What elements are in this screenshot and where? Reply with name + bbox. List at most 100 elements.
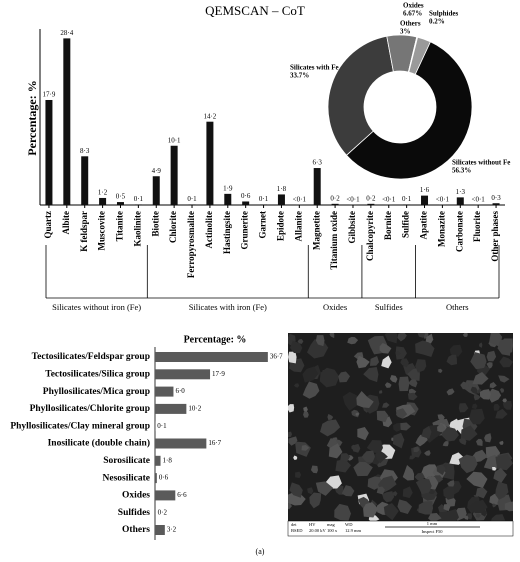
grain	[439, 509, 459, 521]
bar	[81, 156, 89, 205]
grain	[355, 412, 359, 416]
chart-title: QEMSCAN – CoT	[205, 3, 305, 18]
value-label: 1·2	[98, 189, 108, 197]
value-label: 0·6	[241, 192, 251, 200]
grain	[413, 446, 420, 453]
value-label: <0·1	[436, 195, 450, 203]
grain	[301, 444, 310, 451]
grain	[288, 404, 295, 413]
value-label: 0·6	[159, 474, 169, 482]
grain	[446, 354, 458, 366]
donut-value: 6.67%	[403, 10, 422, 18]
y-tick-label: Tectosilicates/Silica group	[45, 369, 150, 379]
grain	[418, 501, 434, 515]
grain	[392, 491, 398, 497]
bar	[134, 204, 142, 205]
bar	[224, 193, 232, 205]
grain	[297, 339, 304, 344]
x-tick-label: Other phases	[490, 211, 500, 262]
grain	[499, 356, 513, 368]
bar	[155, 455, 161, 466]
grain	[489, 381, 497, 389]
grain	[478, 342, 483, 348]
bar	[403, 204, 411, 205]
grain	[407, 392, 418, 401]
bar	[492, 203, 500, 205]
grain	[436, 464, 446, 476]
grain	[356, 355, 370, 369]
grain	[381, 355, 392, 369]
x-tick-label: Titanite	[115, 211, 125, 241]
grain	[319, 367, 340, 388]
y-tick-label: Tectosilicates/Feldspar group	[32, 352, 150, 362]
x-tick-label: Bornite	[383, 211, 393, 240]
grain	[466, 499, 488, 514]
grain	[460, 425, 478, 441]
group-label: Oxides	[323, 302, 347, 312]
grain	[472, 371, 489, 385]
grain	[470, 352, 487, 370]
value-label: 17·9	[212, 370, 225, 378]
grain	[376, 486, 385, 495]
grain	[407, 367, 420, 381]
y-tick-label: Sorosilicate	[103, 456, 150, 466]
grain	[495, 408, 508, 419]
info-bar	[287, 520, 514, 537]
grain	[340, 453, 351, 462]
grain	[458, 403, 469, 413]
grain	[353, 461, 373, 477]
x-tick-label: Kaolinite	[132, 211, 142, 247]
value-label: 1·8	[277, 185, 287, 193]
group-label: Silicates with iron (Fe)	[189, 302, 267, 312]
grain	[307, 487, 314, 495]
grain	[395, 346, 407, 360]
bar	[155, 369, 211, 380]
grain	[493, 467, 507, 483]
grain	[389, 374, 398, 383]
grain	[421, 425, 432, 439]
bar	[155, 525, 165, 535]
bar	[188, 204, 196, 205]
x-tick-label: Fluorite	[472, 211, 482, 242]
grain	[289, 482, 303, 498]
grain	[495, 453, 513, 471]
grain	[395, 408, 408, 419]
grain	[384, 382, 392, 388]
grain	[424, 450, 431, 456]
grain	[367, 476, 386, 490]
grain	[441, 426, 459, 442]
grain	[361, 450, 375, 463]
value-label: 4·9	[152, 167, 162, 175]
donut-label: Others	[400, 20, 421, 28]
grain	[408, 379, 418, 388]
value-label: 0·2	[366, 194, 376, 202]
grain	[289, 340, 303, 354]
grain	[326, 438, 338, 449]
grain	[425, 333, 434, 344]
info-value: 20.00 kV	[309, 528, 327, 533]
value-label: 0·1	[259, 195, 269, 203]
value-label: 16·7	[208, 439, 221, 447]
grain	[493, 403, 500, 411]
grain	[492, 467, 497, 471]
info-header: mag	[327, 522, 335, 527]
grain	[395, 351, 401, 356]
y-tick-label: Others	[122, 525, 150, 535]
grain	[293, 455, 298, 460]
x-tick-label: Epidote	[276, 211, 286, 241]
grain	[492, 503, 497, 508]
grain	[437, 414, 445, 422]
value-label: 0·2	[330, 194, 340, 202]
donut-value: 0.2%	[429, 18, 445, 26]
value-label: 0·1	[187, 195, 197, 203]
x-tick-label: Gibbsite	[347, 211, 357, 244]
bar	[155, 403, 187, 414]
grain	[302, 381, 320, 399]
bar	[155, 473, 157, 484]
x-tick-label: Quartz	[43, 211, 53, 239]
instrument: Inspect F50	[421, 529, 443, 534]
grain	[415, 359, 427, 373]
donut-label: Silicates with Fe	[290, 64, 339, 72]
grain	[402, 486, 413, 499]
grain	[310, 465, 319, 474]
